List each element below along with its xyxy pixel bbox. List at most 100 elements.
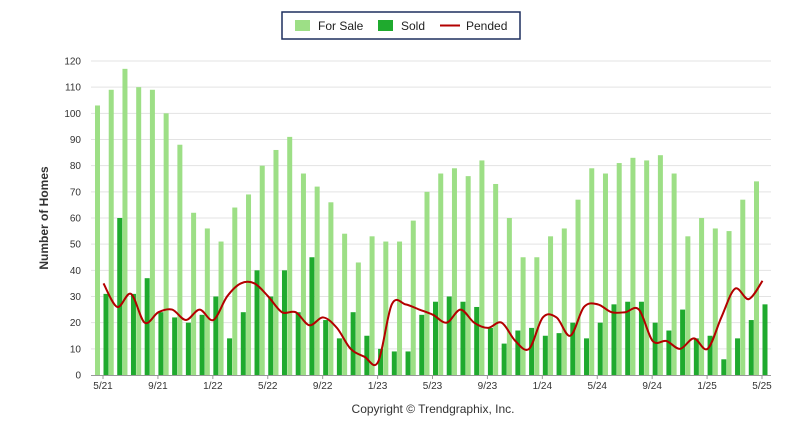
sold-bar [748, 320, 754, 375]
x-tick-label: 9/23 [478, 381, 498, 392]
legend-label-for-sale: For Sale [318, 19, 364, 33]
sold-bar [391, 351, 397, 375]
legend-label-pended: Pended [466, 19, 507, 33]
for-sale-bar [328, 202, 334, 375]
for-sale-bar [616, 163, 622, 375]
y-tick-label: 30 [70, 292, 82, 303]
sold-bar [707, 335, 713, 375]
sold-bar [213, 296, 219, 375]
for-sale-bar [95, 105, 100, 375]
sold-bar [336, 338, 342, 375]
for-sale-bar [451, 168, 457, 375]
sold-bar [254, 270, 260, 375]
sold-bar [130, 293, 136, 375]
sold-bar [268, 296, 274, 375]
sold-bar [446, 296, 452, 375]
for-sale-bar [314, 186, 320, 375]
legend: For Sale Sold Pended [281, 11, 521, 40]
for-sale-bar [520, 257, 526, 375]
for-sale-bar [369, 236, 375, 375]
x-axis-ticks: 5/21 9/21 1/22 5/22 9/22 1/23 5/23 9/23 1/24 5/24… [93, 375, 772, 392]
for-sale-bar [726, 231, 732, 375]
for-sale-bar [191, 212, 197, 375]
y-tick-label: 10 [70, 344, 82, 355]
sold-bar [487, 327, 493, 375]
for-sale-bar [465, 176, 471, 375]
sold-bar [515, 330, 521, 375]
for-sale-bar [355, 262, 361, 375]
for-sale-bar [232, 207, 238, 375]
for-sale-bar [754, 181, 759, 375]
sold-bar [295, 312, 301, 375]
x-tick-label: 9/22 [313, 381, 333, 392]
pended-series-line [102, 280, 764, 367]
sold-bar [405, 351, 411, 375]
for-sale-bar [671, 173, 677, 375]
sold-bar [529, 327, 535, 375]
for-sale-bar [122, 68, 128, 375]
sold-bar [570, 322, 576, 375]
x-tick-label: 5/21 [93, 381, 113, 392]
x-tick-label: 1/23 [368, 381, 388, 392]
sold-bar [735, 338, 741, 375]
x-tick-label: 1/22 [203, 381, 223, 392]
for-sale-bar [561, 228, 567, 375]
y-tick-label: 80 [70, 161, 82, 172]
for-sale-bar [630, 157, 636, 375]
sold-bar [652, 322, 658, 375]
sold-bar [158, 312, 164, 375]
y-tick-label: 100 [64, 109, 81, 120]
sold-bar [103, 293, 109, 375]
sold-bar [501, 343, 507, 375]
for-sale-bar [273, 149, 279, 375]
for-sale-bar [493, 183, 499, 375]
legend-label-sold: Sold [401, 19, 425, 33]
for-sale-bar [177, 144, 183, 375]
y-tick-label: 50 [70, 240, 82, 251]
x-tick-label: 1/24 [533, 381, 553, 392]
for-sale-bar [108, 89, 114, 376]
legend-swatch-for-sale [295, 20, 310, 31]
for-sale-bar [657, 155, 663, 375]
sold-bar [309, 257, 315, 375]
legend-swatch-sold [378, 20, 393, 31]
sold-bar [680, 309, 686, 375]
y-tick-label: 60 [70, 214, 82, 225]
sold-bar [364, 335, 370, 375]
for-sale-bar [149, 89, 155, 376]
for-sale-bar [644, 160, 650, 375]
sold-bar [227, 338, 233, 375]
for-sale-bar [506, 218, 512, 375]
for-sale-bar [204, 228, 210, 375]
sold-bar [199, 314, 205, 375]
sold-bar [419, 314, 425, 375]
x-tick-label: 9/21 [148, 381, 168, 392]
y-tick-label: 0 [75, 371, 81, 382]
for-sale-bar [136, 87, 142, 376]
sold-bar [721, 359, 727, 375]
for-sale-bar [548, 236, 554, 375]
y-axis-ticks: 0 10 20 30 40 50 60 70 80 90 100 110 120 [64, 57, 81, 382]
for-sale-bar [383, 241, 389, 375]
sold-bar [172, 317, 178, 375]
for-sale-bar [246, 194, 252, 375]
sold-bar [117, 218, 123, 375]
for-sale-bar [479, 160, 485, 375]
y-tick-label: 90 [70, 135, 82, 146]
sold-bar [597, 322, 603, 375]
x-tick-label: 5/23 [423, 381, 443, 392]
for-sale-bar [740, 199, 746, 375]
sold-bar [762, 304, 768, 375]
y-axis-label: Number of Homes [37, 166, 51, 270]
for-sale-bar [699, 218, 705, 375]
for-sale-bar [424, 191, 430, 375]
pended-line [102, 280, 764, 367]
sold-bar [281, 270, 287, 375]
for-sale-bar [163, 113, 169, 375]
y-tick-label: 110 [65, 83, 81, 94]
sold-bar [693, 338, 699, 375]
for-sale-bar [575, 199, 581, 375]
for-sale-bar [287, 136, 293, 375]
for-sale-bar [712, 228, 718, 375]
for-sale-bars [95, 68, 759, 376]
